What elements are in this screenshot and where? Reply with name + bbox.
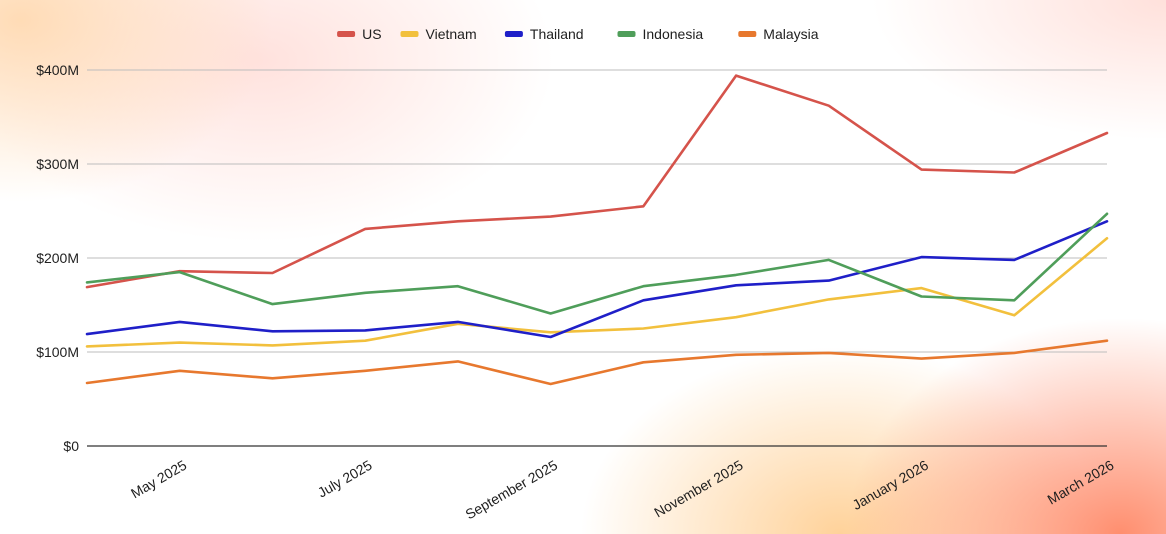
legend-swatch (337, 31, 356, 37)
legend-item-malaysia[interactable]: Malaysia (738, 26, 819, 42)
series-line-indonesia (85, 212, 1109, 315)
legend-swatch (738, 31, 757, 37)
legend-swatch (400, 31, 419, 37)
series-line-vietnam (85, 237, 1109, 348)
legend-item-indonesia[interactable]: Indonesia (617, 26, 704, 42)
series-line-us (85, 74, 1109, 289)
legend-item-thailand[interactable]: Thailand (504, 26, 584, 42)
x-tick-label: November 2025 (651, 457, 745, 521)
x-tick-label: January 2026 (850, 457, 932, 513)
legend-label: Indonesia (643, 26, 704, 42)
legend-label: Malaysia (763, 26, 818, 42)
y-tick-label: $200M (36, 250, 79, 266)
y-tick-label: $100M (36, 344, 79, 360)
y-axis-ticks: $0 $100M $200M $300M $400M (36, 62, 79, 454)
y-tick-label: $300M (36, 156, 79, 172)
y-tick-label: $400M (36, 62, 79, 78)
legend-item-vietnam[interactable]: Vietnam (400, 26, 477, 42)
x-tick-label: March 2026 (1044, 457, 1116, 508)
legend: US Vietnam Thailand Indonesia Malaysia (337, 26, 819, 42)
x-axis-ticks: May 2025 July 2025 September 2025 November … (128, 457, 1117, 523)
x-tick-label: September 2025 (462, 457, 560, 523)
legend-swatch (617, 31, 636, 37)
legend-label: Vietnam (426, 26, 477, 42)
x-tick-label: May 2025 (128, 457, 189, 502)
legend-label: US (362, 26, 381, 42)
legend-label: Thailand (530, 26, 584, 42)
y-tick-label: $0 (63, 438, 79, 454)
series-line-malaysia (85, 339, 1109, 386)
series-lines (85, 74, 1109, 386)
legend-swatch (504, 31, 523, 37)
x-tick-label: July 2025 (315, 457, 375, 501)
legend-item-us[interactable]: US (337, 26, 382, 42)
series-line-thailand (85, 220, 1109, 339)
